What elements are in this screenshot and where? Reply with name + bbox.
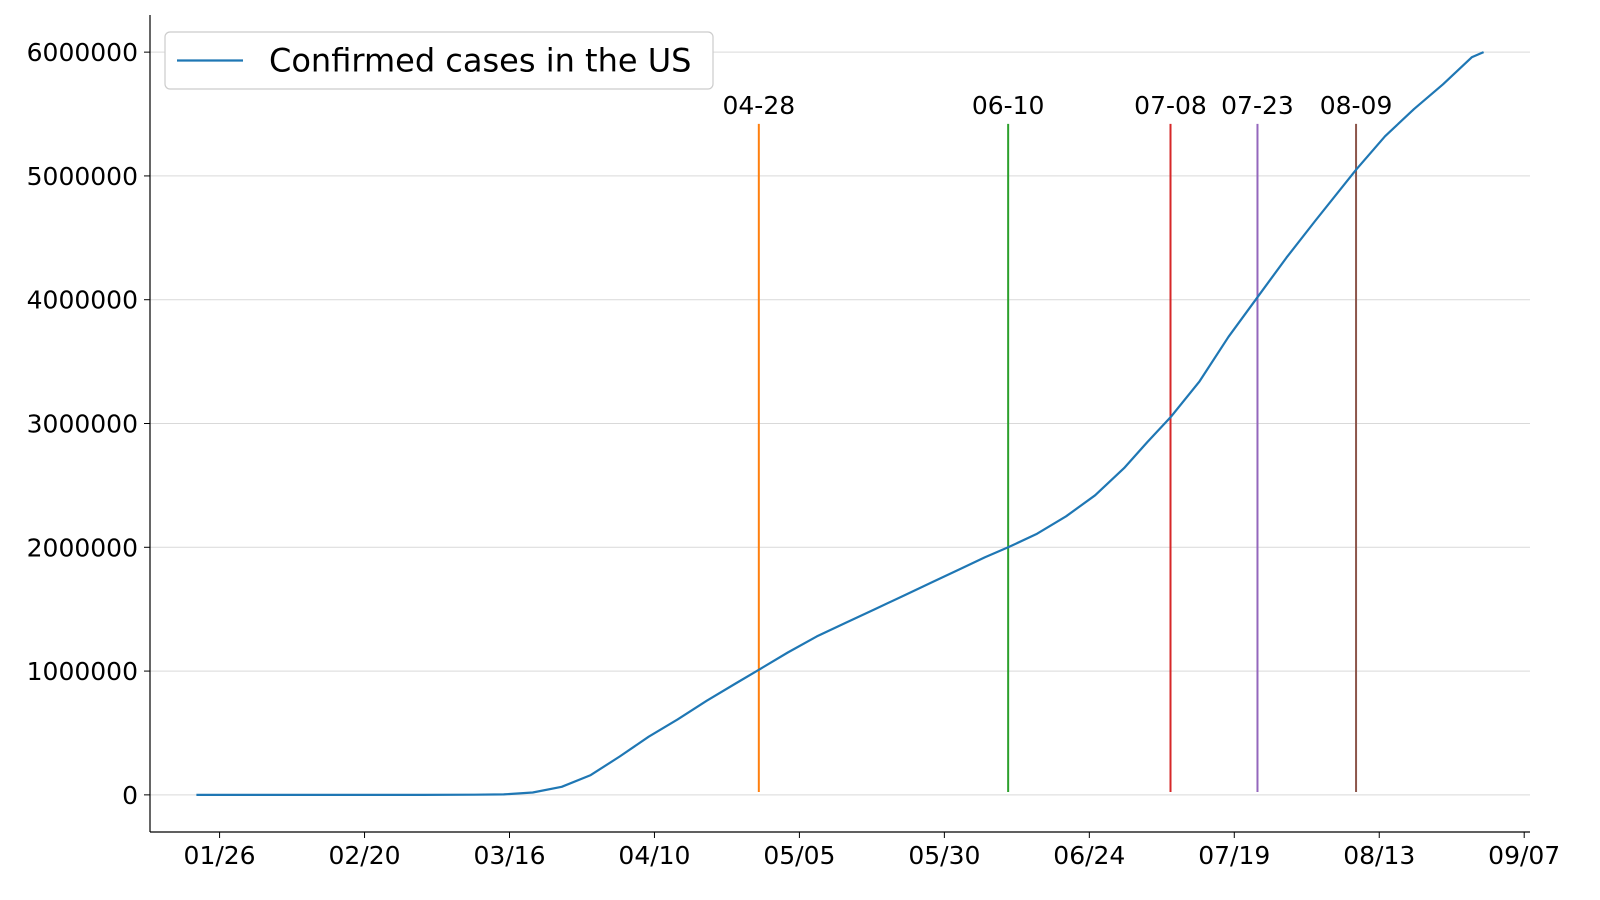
y-tick-label: 6000000 (27, 38, 138, 67)
x-tick-label: 02/20 (329, 841, 401, 870)
axes (144, 15, 1530, 838)
legend-box (164, 31, 714, 90)
legend: Confirmed cases in the US (164, 31, 714, 90)
event-label: 04-28 (722, 91, 795, 120)
event-label: 07-08 (1134, 91, 1207, 120)
x-tick-label: 05/05 (763, 841, 835, 870)
series-line-confirmed-cases (196, 51, 1485, 797)
y-tick-label: 4000000 (27, 286, 138, 315)
series-lines (196, 51, 1485, 797)
x-tick-label: 08/13 (1343, 841, 1415, 870)
y-tick-label: 5000000 (27, 162, 138, 191)
x-tick-label: 01/26 (184, 841, 256, 870)
x-tick-label: 05/30 (908, 841, 980, 870)
event-label: 08-09 (1320, 91, 1393, 120)
event-lines: 04-28 06-10 07-08 07-23 08-09 (722, 91, 1392, 792)
y-tick-label: 0 (122, 781, 138, 810)
y-tick-label: 2000000 (27, 533, 138, 562)
x-tick-label: 07/19 (1198, 841, 1270, 870)
x-tick-label: 09/07 (1488, 841, 1560, 870)
x-tick-label: 03/16 (473, 841, 545, 870)
event-label: 06-10 (972, 91, 1045, 120)
legend-entry-label: Confirmed cases in the US (269, 42, 691, 80)
x-tick-label: 06/24 (1053, 841, 1125, 870)
tick-labels: 0 1000000 2000000 3000000 4000000 5000000 6000… (27, 38, 1561, 870)
event-label: 07-23 (1221, 91, 1294, 120)
x-tick-label: 04/10 (618, 841, 690, 870)
y-tick-label: 1000000 (27, 657, 138, 686)
y-tick-label: 3000000 (27, 410, 138, 439)
y-gridlines (150, 51, 1530, 796)
